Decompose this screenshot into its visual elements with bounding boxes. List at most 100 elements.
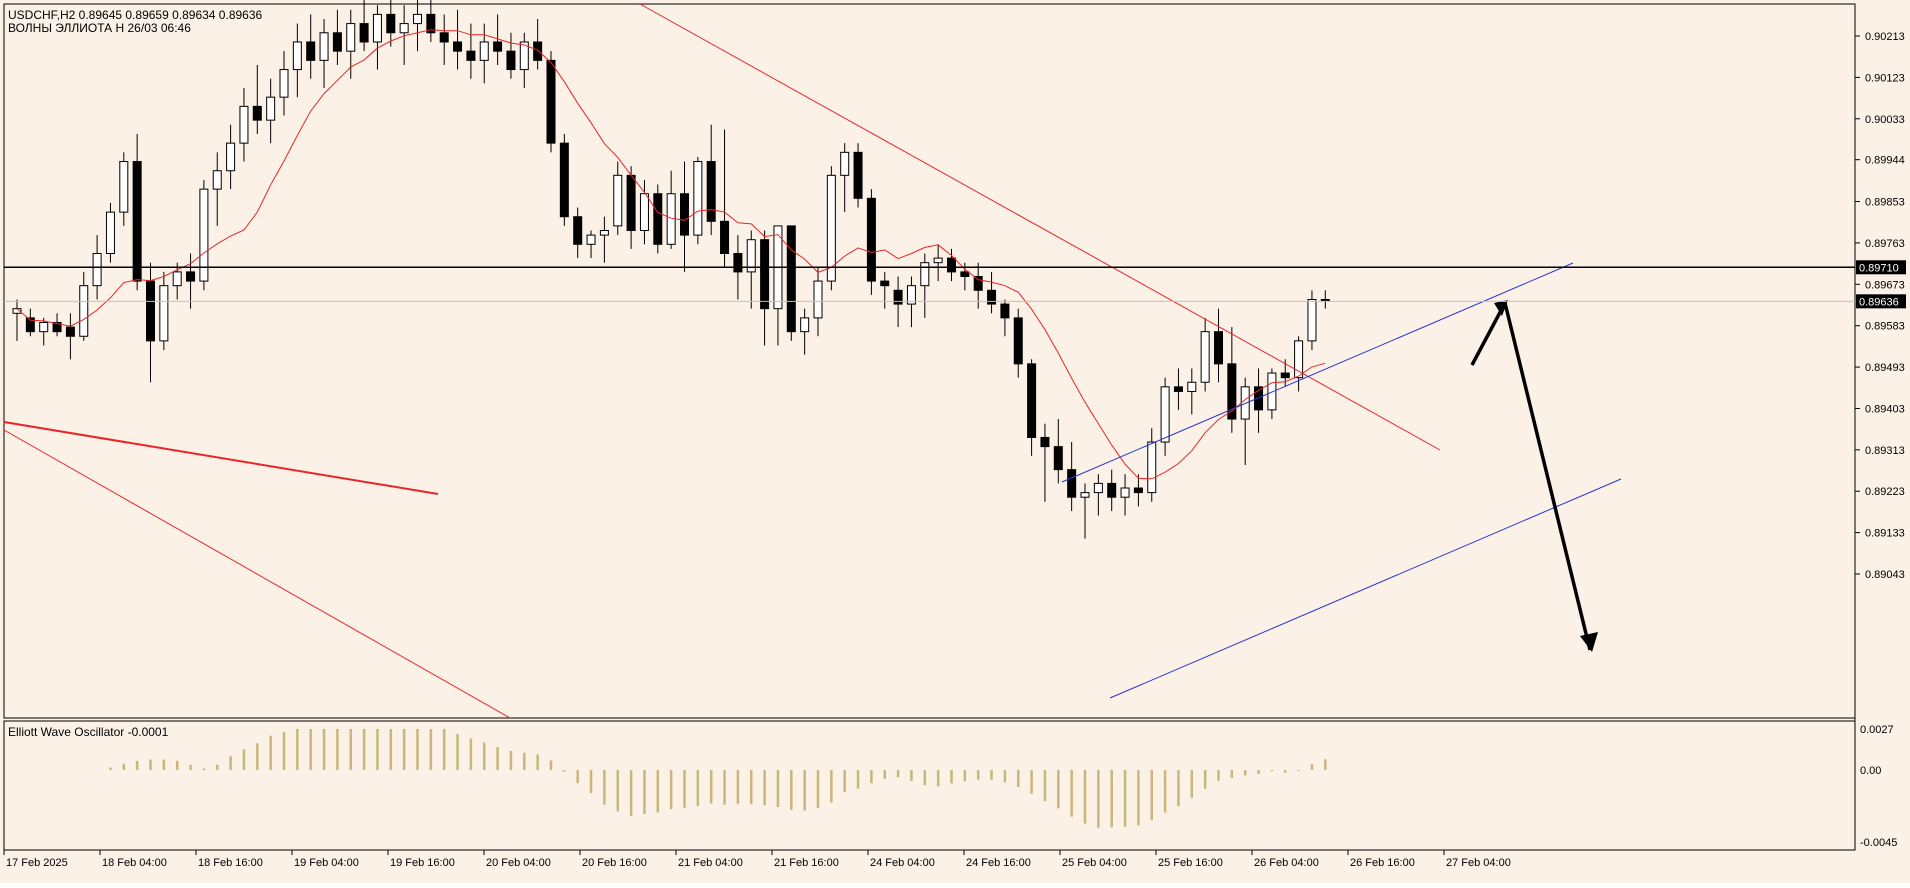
- bear-candle: [1053, 446, 1063, 471]
- price-tick-label: 0.89403: [1865, 403, 1905, 415]
- bear-candle: [1173, 386, 1183, 392]
- channel-lower-line[interactable]: [1109, 478, 1622, 699]
- bull-candle: [279, 69, 289, 98]
- level-label-box: [1856, 260, 1906, 275]
- bull-candle: [372, 13, 382, 43]
- symbol-header: USDCHF,H2 0.89645 0.89659 0.89634 0.8963…: [8, 8, 263, 22]
- price-tick-label: 0.89313: [1865, 445, 1905, 457]
- indicator-header: ВОЛНЫ ЭЛЛИОТА Н 26/03 06:46: [8, 21, 191, 35]
- bear-candle: [960, 271, 970, 277]
- bear-candle: [25, 317, 35, 333]
- price-tick-label: 0.90123: [1865, 72, 1905, 84]
- bull-candle: [92, 252, 102, 287]
- bull-candle: [1160, 386, 1170, 443]
- bear-candle: [987, 289, 997, 305]
- bear-candle: [332, 32, 342, 52]
- current-price-box: [1856, 294, 1906, 309]
- time-tick-label: 20 Feb 16:00: [582, 857, 647, 869]
- bear-candle: [893, 289, 903, 305]
- bear-candle: [880, 280, 890, 287]
- level-label: 0.89710: [1859, 262, 1899, 274]
- bear-candle: [453, 41, 463, 52]
- bear-candle: [1254, 386, 1264, 411]
- time-tick-label: 25 Feb 16:00: [1158, 857, 1223, 869]
- bull-candle: [906, 285, 916, 305]
- bull-candle: [172, 271, 182, 287]
- bull-candle: [1093, 482, 1103, 494]
- bear-candle: [1027, 363, 1037, 438]
- price-tick-label: 0.89583: [1865, 321, 1905, 333]
- price-tick-label: 0.89853: [1865, 197, 1905, 209]
- bull-candle: [105, 211, 115, 254]
- bear-candle: [760, 239, 770, 310]
- price-tick-label: 0.89763: [1865, 238, 1905, 250]
- bull-candle: [39, 321, 49, 333]
- bear-candle: [506, 50, 516, 71]
- bear-candle: [132, 161, 142, 282]
- bull-candle: [586, 234, 596, 245]
- bear-candle: [559, 142, 569, 218]
- bull-candle: [159, 285, 169, 342]
- bear-candle: [546, 59, 556, 144]
- channel-upper-line[interactable]: [1061, 262, 1574, 483]
- bear-candle: [252, 105, 262, 121]
- bull-candle: [292, 41, 302, 71]
- bull-candle: [12, 308, 22, 314]
- arrow-up-icon: [1494, 300, 1508, 316]
- time-tick-label: 27 Feb 04:00: [1446, 857, 1511, 869]
- bear-candle: [533, 41, 543, 61]
- red-trend-line-thin[interactable]: [3, 429, 511, 719]
- bear-candle: [426, 13, 436, 34]
- time-tick-label: 19 Feb 04:00: [294, 857, 359, 869]
- oscillator-tick-label: 0.00: [1860, 765, 1881, 777]
- time-tick-label: 18 Feb 04:00: [102, 857, 167, 869]
- bull-candle: [399, 23, 409, 34]
- price-tick-label: 0.90213: [1865, 31, 1905, 43]
- bull-candle: [746, 239, 756, 273]
- price-tick-label: 0.89493: [1865, 362, 1905, 374]
- candles-layer: [12, 0, 1330, 539]
- time-tick-label: 20 Feb 04:00: [486, 857, 551, 869]
- bull-candle: [212, 170, 222, 190]
- bull-candle: [639, 193, 649, 232]
- oscillator-tick-label: -0.0045: [1860, 837, 1897, 849]
- price-tick-label: 0.89223: [1865, 486, 1905, 498]
- bull-candle: [1147, 441, 1157, 494]
- bull-candle: [1294, 340, 1304, 379]
- bull-candle: [920, 262, 930, 287]
- bear-candle: [52, 321, 62, 333]
- bull-candle: [693, 161, 703, 236]
- bear-candle: [866, 197, 876, 282]
- bear-candle: [1040, 436, 1050, 448]
- bear-candle: [1214, 331, 1223, 365]
- price-tick-label: 0.89944: [1865, 155, 1905, 167]
- time-tick-label: 25 Feb 04:00: [1062, 857, 1127, 869]
- time-axis: 17 Feb 2025 18 Feb 04:00 18 Feb 16:00 19 Fe…: [3, 850, 1511, 869]
- moving-average-line: [16, 29, 1326, 480]
- bear-candle: [1000, 303, 1010, 319]
- bear-candle: [65, 326, 75, 337]
- bull-candle: [239, 105, 249, 144]
- bear-candle: [1280, 372, 1290, 379]
- bull-candle: [226, 142, 236, 172]
- bear-candle: [359, 23, 369, 43]
- price-tick-label: 0.89133: [1865, 528, 1905, 540]
- bear-candle: [1227, 363, 1237, 420]
- red-trend-line-thick[interactable]: [3, 421, 439, 495]
- bear-candle: [680, 193, 689, 236]
- bull-candle: [79, 285, 89, 337]
- bull-candle: [1307, 298, 1317, 342]
- bear-candle: [626, 174, 636, 232]
- bear-candle: [973, 275, 983, 291]
- bear-candle: [386, 13, 396, 34]
- downtrend-line[interactable]: [639, 3, 1441, 451]
- oscillator-title: Elliott Wave Oscillator -0.0001: [8, 725, 169, 739]
- bull-candle: [826, 174, 836, 282]
- bull-candle: [413, 13, 422, 25]
- bull-candle: [1120, 487, 1130, 498]
- bear-candle: [720, 220, 730, 254]
- bull-candle: [199, 188, 209, 282]
- bull-candle: [933, 257, 943, 264]
